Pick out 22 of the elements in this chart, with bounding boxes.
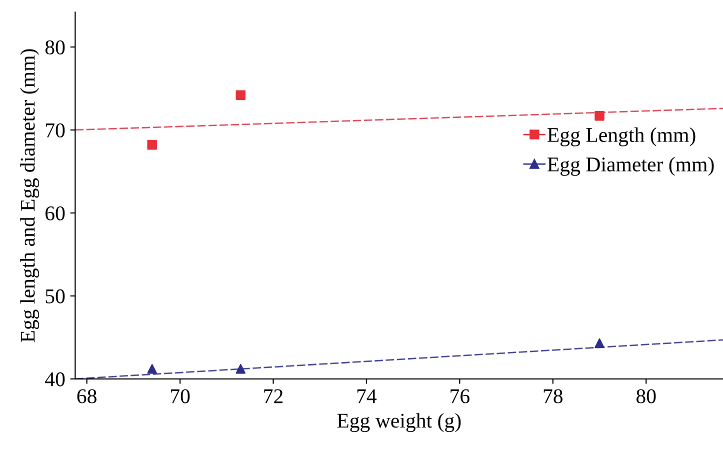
x-tick-label: 80 <box>636 389 656 404</box>
point <box>147 140 157 150</box>
point <box>147 364 157 374</box>
x-tick-label: 76 <box>450 389 470 404</box>
y-tick-label: 60 <box>46 206 65 220</box>
y-tick-label: 70 <box>46 123 65 138</box>
y-axis-title: Egg length and Egg diameter (mm) <box>20 49 40 342</box>
y-tick-label: 40 <box>45 372 65 386</box>
x-tick-label: 74 <box>357 389 377 404</box>
point <box>594 111 604 121</box>
point <box>236 90 246 100</box>
legend-label: Egg Length (mm) <box>548 127 696 146</box>
x-axis-title: Egg weight (g) <box>337 413 461 432</box>
x-tick-label: 78 <box>544 389 563 404</box>
x-tick-label: 68 <box>77 389 96 404</box>
x-tick-label: 72 <box>264 389 283 404</box>
y-tick-label: 80 <box>45 40 65 54</box>
point <box>594 338 604 348</box>
legend-label: Egg Diameter (mm) <box>548 156 714 176</box>
point <box>236 364 246 374</box>
x-tick-label: 70 <box>171 389 190 404</box>
y-tick-label: 50 <box>46 289 65 304</box>
